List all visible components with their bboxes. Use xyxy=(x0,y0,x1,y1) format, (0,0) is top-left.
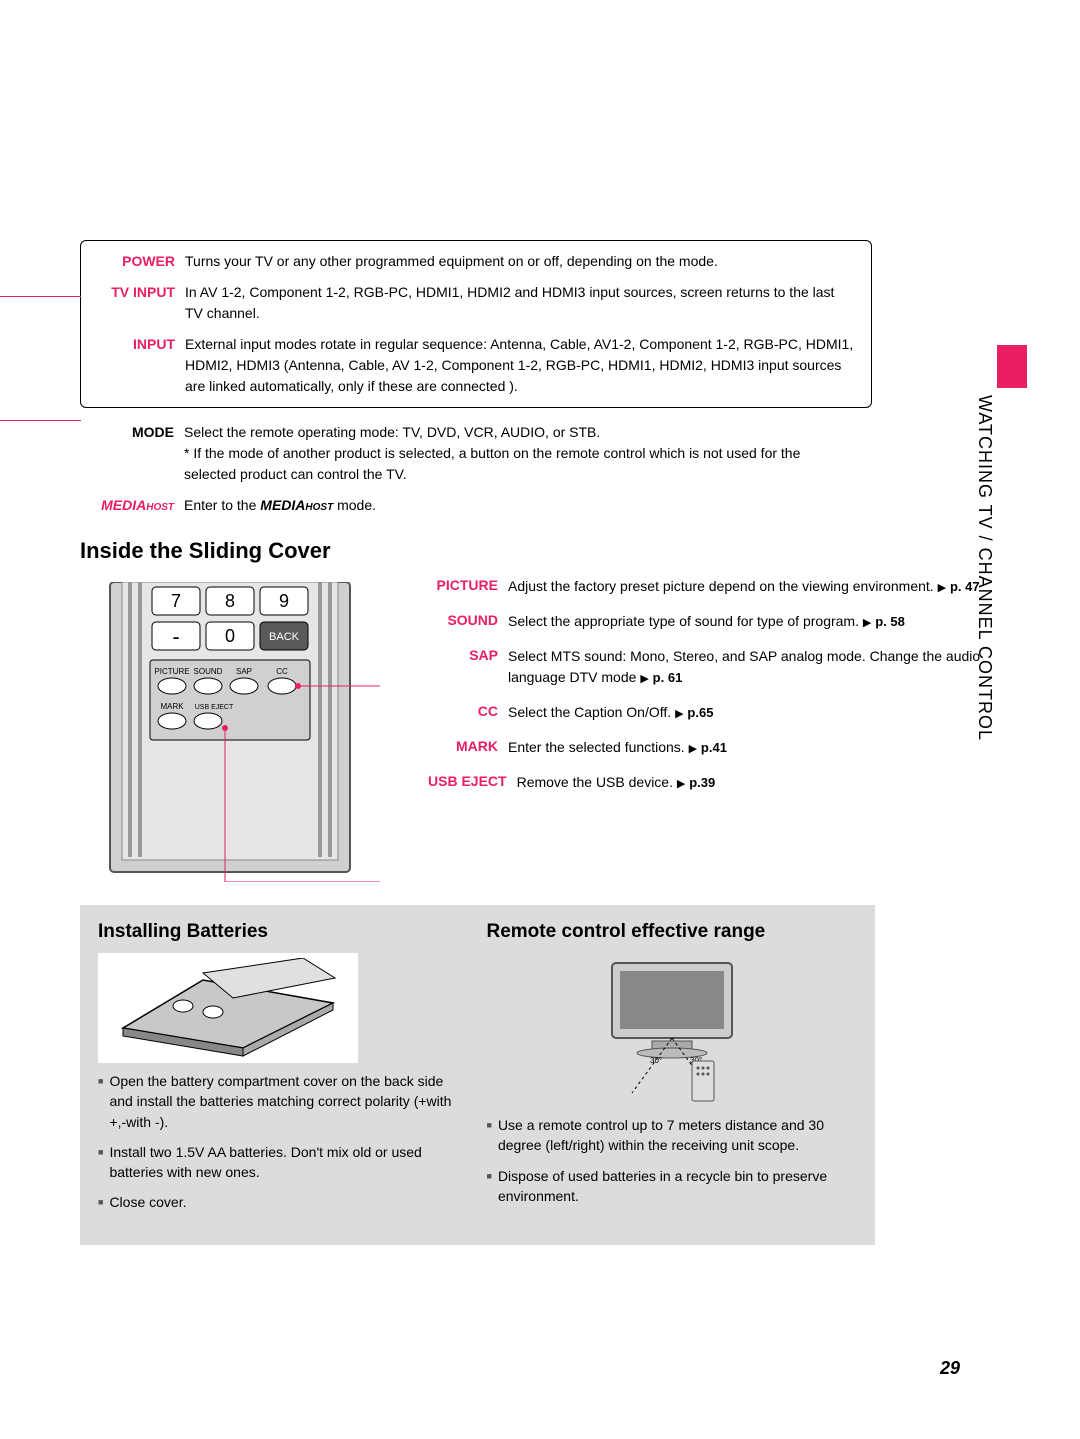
range-item-2: Dispose of used batteries in a recycle b… xyxy=(487,1166,858,1207)
mediahost-word: MEDIA xyxy=(101,497,146,513)
mediahost-desc-suffix: HOST xyxy=(305,502,333,513)
range-item-1: Use a remote control up to 7 meters dist… xyxy=(487,1115,858,1156)
range-item-1-text: Use a remote control up to 7 meters dist… xyxy=(498,1115,857,1156)
installing-batteries-title: Installing Batteries xyxy=(98,921,469,943)
usbeject-desc: Remove the USB device. ▶ p.39 xyxy=(517,772,716,793)
svg-text:9: 9 xyxy=(279,591,289,611)
side-tab-text: WATCHING TV / CHANNEL CONTROL xyxy=(974,395,995,741)
usbeject-desc-text: Remove the USB device. xyxy=(517,774,673,790)
power-label: POWER xyxy=(97,251,185,272)
battery-item-2: Install two 1.5V AA batteries. Don't mix… xyxy=(98,1142,469,1183)
battery-item-1: Open the battery compartment cover on th… xyxy=(98,1071,469,1132)
battery-item-2-text: Install two 1.5V AA batteries. Don't mix… xyxy=(109,1142,468,1183)
sap-desc-text: Select MTS sound: Mono, Stereo, and SAP … xyxy=(508,648,980,685)
sap-label: SAP xyxy=(428,646,508,688)
svg-text:-: - xyxy=(172,624,179,649)
cover-functions-list: PICTURE Adjust the factory preset pictur… xyxy=(400,576,1020,887)
mark-label: MARK xyxy=(428,737,508,758)
sap-page: p. 61 xyxy=(653,670,683,685)
power-desc: Turns your TV or any other programmed eq… xyxy=(185,251,718,272)
cc-page: p.65 xyxy=(687,705,713,720)
sound-label: SOUND xyxy=(428,611,508,632)
battery-item-3-text: Close cover. xyxy=(109,1192,186,1212)
picture-desc: Adjust the factory preset picture depend… xyxy=(508,576,980,597)
mode-note: * If the mode of another product is sele… xyxy=(184,445,800,482)
cc-desc-text: Select the Caption On/Off. xyxy=(508,704,671,720)
svg-text:CC: CC xyxy=(276,667,288,676)
sound-desc-text: Select the appropriate type of sound for… xyxy=(508,613,859,629)
mediahost-desc: Enter to the MEDIAHOST mode. xyxy=(184,495,376,516)
cover-section-title: Inside the Sliding Cover xyxy=(80,538,1020,564)
mark-desc-text: Enter the selected functions. xyxy=(508,739,685,755)
svg-text:7: 7 xyxy=(171,591,181,611)
cc-desc: Select the Caption On/Off. ▶ p.65 xyxy=(508,702,713,723)
mode-label: MODE xyxy=(96,422,184,485)
remote-diagram: 7 8 9 - 0 BACK PICTURE SOUND SAP CC MARK xyxy=(80,576,400,887)
page-number: 29 xyxy=(940,1358,960,1379)
cover-section: 7 8 9 - 0 BACK PICTURE SOUND SAP CC MARK xyxy=(80,576,1020,887)
svg-text:BACK: BACK xyxy=(269,631,300,643)
input-desc: External input modes rotate in regular s… xyxy=(185,334,855,397)
mediahost-desc-end: mode. xyxy=(337,497,376,513)
usbeject-page: p.39 xyxy=(689,775,715,790)
bottom-grey-section: Installing Batteries Open the battery co… xyxy=(80,905,875,1245)
picture-label: PICTURE xyxy=(428,576,508,597)
svg-text:USB EJECT: USB EJECT xyxy=(195,704,234,711)
side-accent-block xyxy=(997,345,1027,388)
sound-page: p. 58 xyxy=(875,614,905,629)
svg-text:SAP: SAP xyxy=(236,667,252,676)
svg-text:0: 0 xyxy=(225,626,235,646)
mediahost-suffix: HOST xyxy=(146,502,174,513)
installing-batteries-col: Installing Batteries Open the battery co… xyxy=(98,921,469,1223)
mediahost-desc-prefix: Enter to the xyxy=(184,497,260,513)
range-item-2-text: Dispose of used batteries in a recycle b… xyxy=(498,1166,857,1207)
mode-mediahost-block: MODE Select the remote operating mode: T… xyxy=(80,422,872,516)
svg-text:8: 8 xyxy=(225,591,235,611)
mediahost-desc-word: MEDIA xyxy=(260,497,305,513)
tv-range-diagram: 30° 30° xyxy=(537,953,807,1103)
tvinput-label: TV INPUT xyxy=(97,282,185,324)
mediahost-label: MEDIAHOST xyxy=(96,495,184,516)
battery-item-1-text: Open the battery compartment cover on th… xyxy=(109,1071,468,1132)
cc-label: CC xyxy=(428,702,508,723)
svg-text:SOUND: SOUND xyxy=(194,667,223,676)
input-label: INPUT xyxy=(97,334,185,397)
mark-page: p.41 xyxy=(701,740,727,755)
svg-text:30°: 30° xyxy=(650,1056,662,1065)
mark-desc: Enter the selected functions. ▶ p.41 xyxy=(508,737,727,758)
top-functions-box: POWER Turns your TV or any other program… xyxy=(80,240,872,408)
sap-desc: Select MTS sound: Mono, Stereo, and SAP … xyxy=(508,646,1020,688)
svg-text:MARK: MARK xyxy=(160,702,184,711)
mode-desc-line: Select the remote operating mode: TV, DV… xyxy=(184,424,600,440)
sound-desc: Select the appropriate type of sound for… xyxy=(508,611,905,632)
remote-range-title: Remote control effective range xyxy=(487,921,858,943)
usbeject-label: USB EJECT xyxy=(428,772,517,793)
battery-diagram xyxy=(98,953,358,1063)
mode-desc: Select the remote operating mode: TV, DV… xyxy=(184,422,856,485)
remote-range-col: Remote control effective range 30° 30° U… xyxy=(487,921,858,1223)
callout-line-1 xyxy=(0,296,81,297)
tvinput-desc: In AV 1-2, Component 1-2, RGB-PC, HDMI1,… xyxy=(185,282,855,324)
battery-item-3: Close cover. xyxy=(98,1192,469,1212)
picture-desc-text: Adjust the factory preset picture depend… xyxy=(508,578,934,594)
callout-line-2 xyxy=(0,420,81,421)
svg-text:PICTURE: PICTURE xyxy=(154,667,189,676)
